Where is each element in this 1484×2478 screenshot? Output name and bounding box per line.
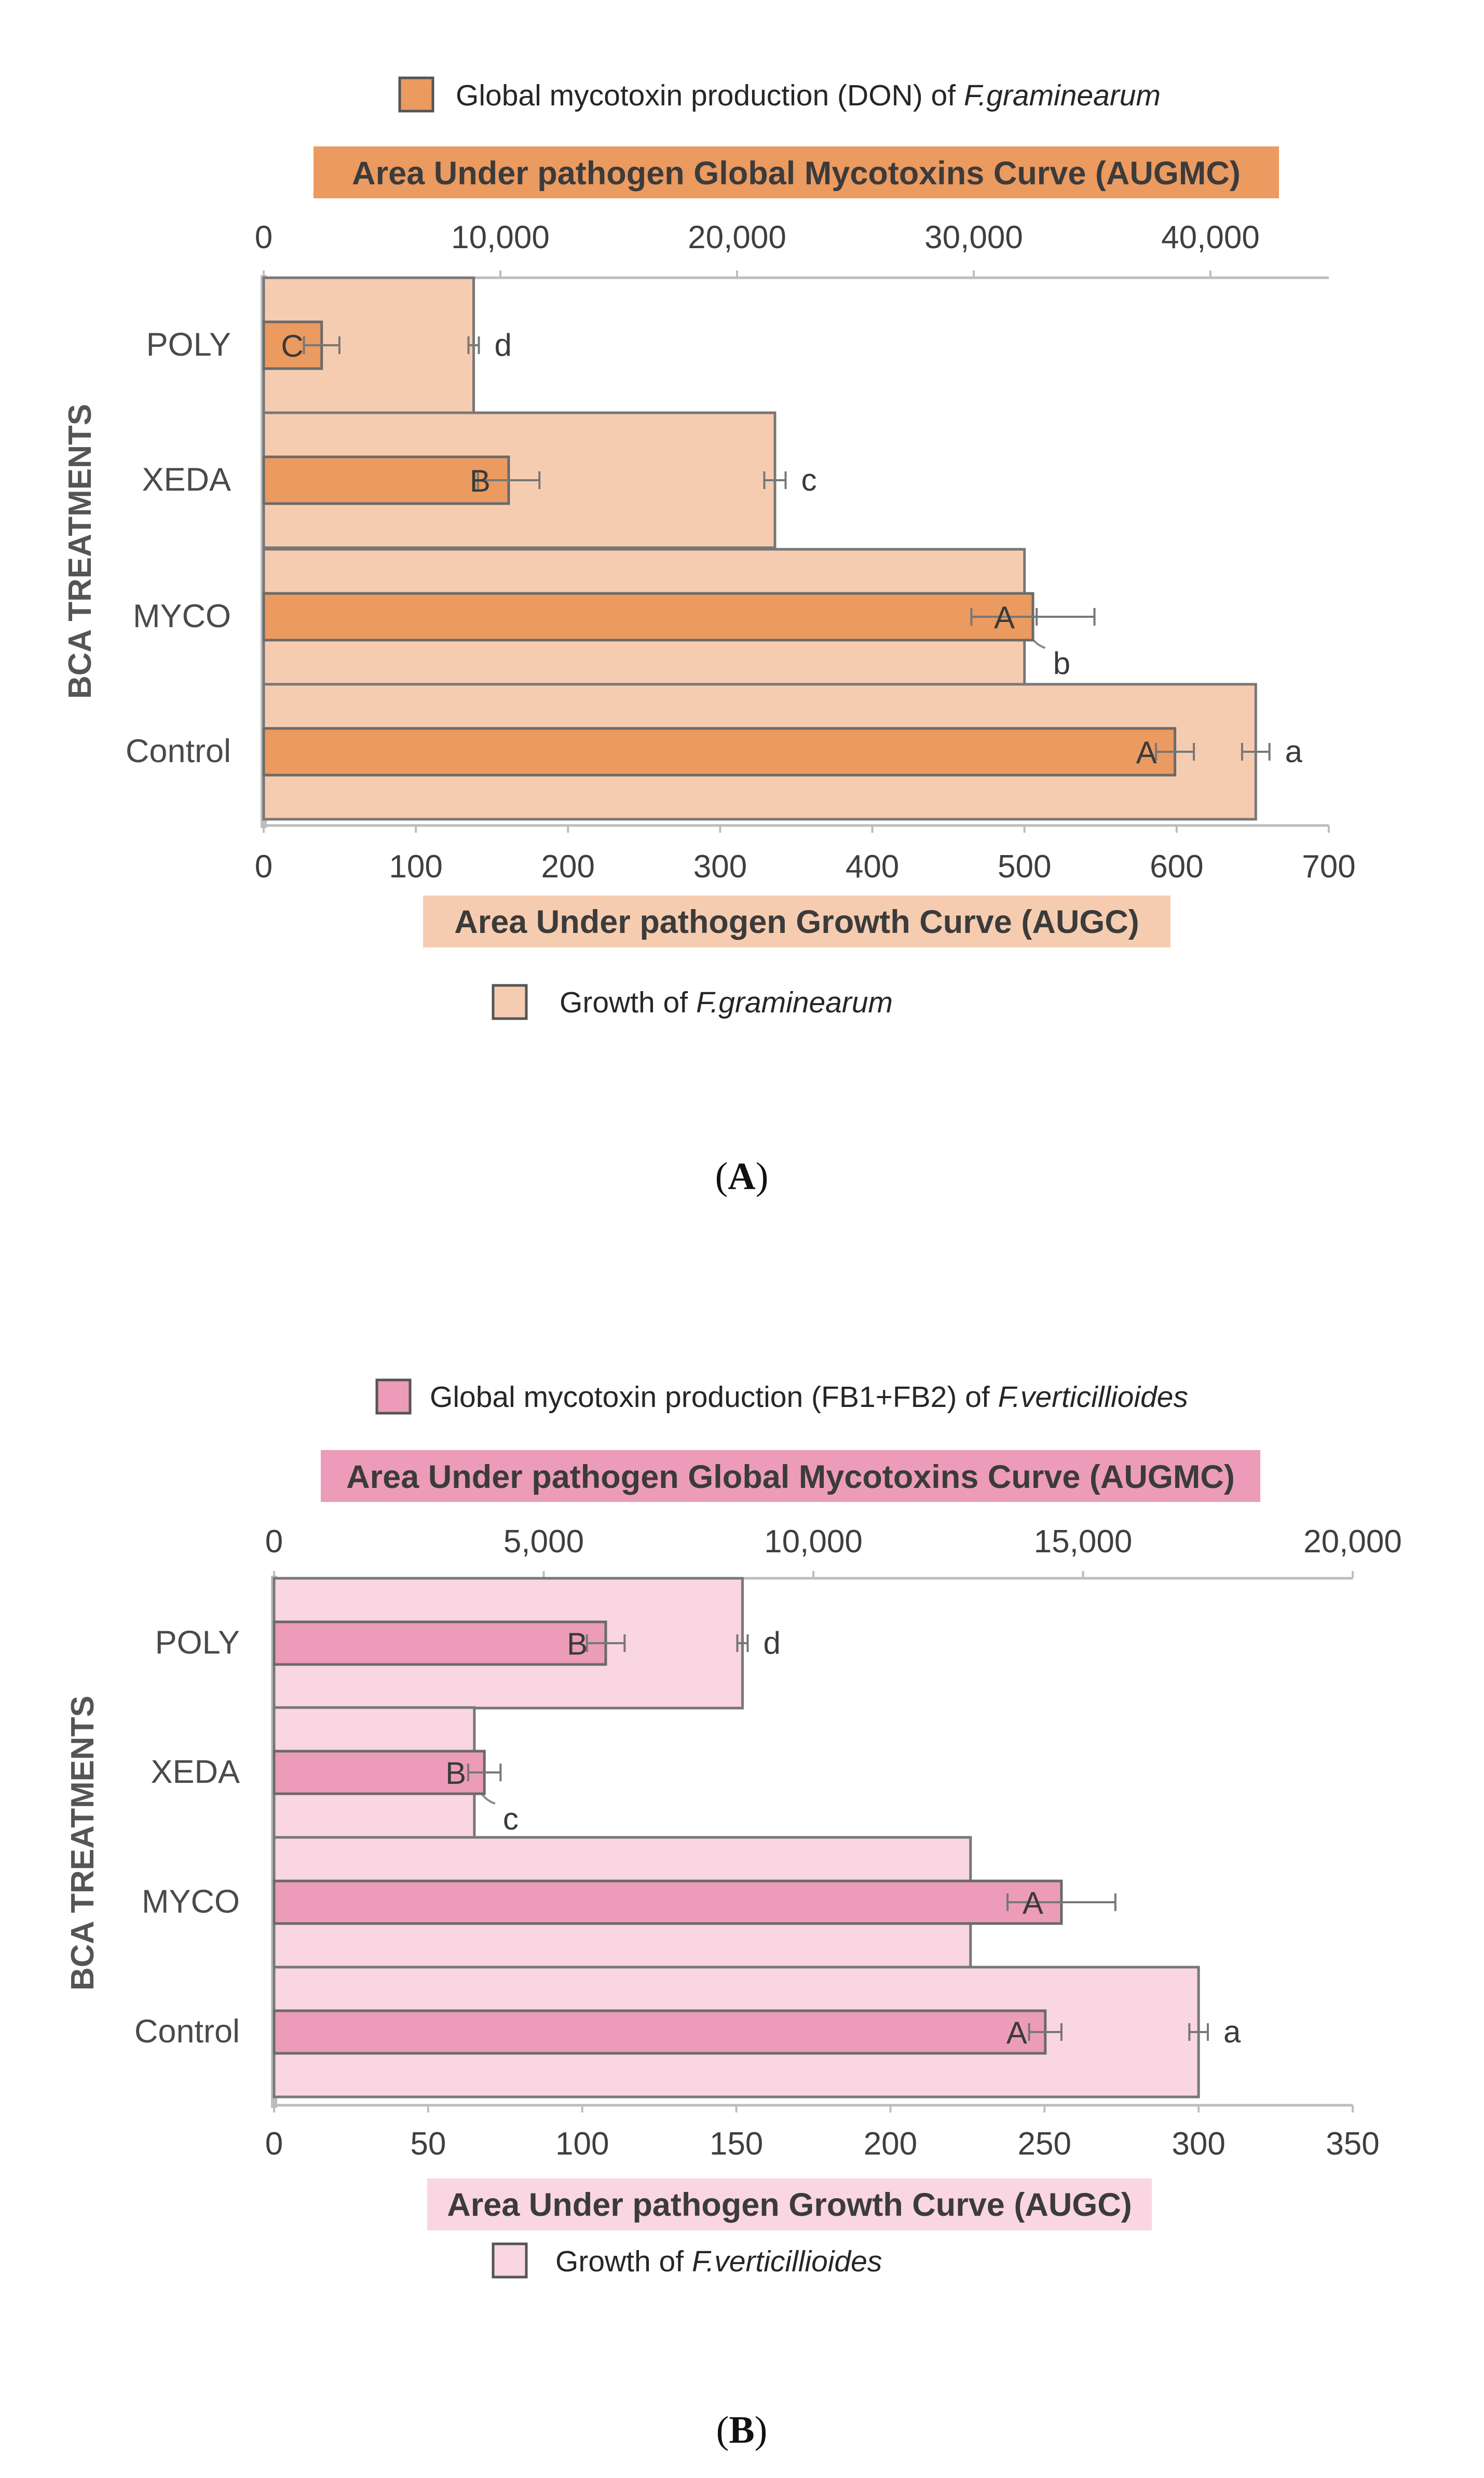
bottom-tick-label: 150 [710, 2126, 763, 2162]
top-ticks: 0 5,000 10,000 15,000 20,000 [265, 1524, 1402, 1578]
mycotoxin-significance-letter: A [1023, 1886, 1043, 1920]
bottom-tick-label: 600 [1150, 849, 1203, 885]
bottom-axis-title-band [427, 2178, 1152, 2230]
legend-mycotoxin-label: Global mycotoxin production (DON) of F.g… [456, 79, 1161, 112]
mycotoxin-bar [273, 1750, 486, 1795]
bottom-tick-label: 200 [864, 2126, 917, 2162]
legend-growth-a: Growth of F.graminearum [492, 984, 893, 1020]
legend-swatch-mycotoxin [375, 1378, 412, 1415]
top-axis-title-band [314, 146, 1279, 198]
legend-mycotoxin-b: Global mycotoxin production (FB1+FB2) of… [375, 1378, 1188, 1415]
growth-significance-letter: b [1053, 646, 1070, 681]
mycotoxin-significance-letter: A [1006, 2015, 1027, 2050]
mycotoxin-significance-letter: A [1136, 735, 1157, 770]
category-label: Control [126, 733, 231, 769]
mycotoxin-significance-letter: B [567, 1627, 588, 1661]
legend-growth-label: Growth of F.verticillioides [555, 2245, 882, 2278]
mycotoxin-bars: C B A A [262, 320, 1195, 777]
legend-swatch-mycotoxin [398, 76, 434, 113]
top-axis-title: Area Under pathogen Global Mycotoxins Cu… [352, 155, 1241, 192]
bottom-tick-label: 0 [255, 849, 273, 885]
bottom-axis-title: Area Under pathogen Growth Curve (AUGC) [454, 904, 1139, 940]
mycotoxin-bar [262, 455, 510, 505]
category-label: POLY [155, 1624, 240, 1661]
top-ticks: 0 10,000 20,000 30,000 40,000 [255, 220, 1260, 278]
category-label: XEDA [142, 462, 231, 498]
panel-b: Global mycotoxin production (FB1+FB2) of… [65, 1378, 1402, 2452]
bottom-axis-title-band [423, 896, 1170, 947]
category-label: XEDA [151, 1754, 240, 1790]
top-tick-label: 10,000 [451, 220, 550, 255]
panel-label-a: (A) [715, 1155, 769, 1198]
category-label: MYCO [133, 598, 231, 634]
top-axis-title: Area Under pathogen Global Mycotoxins Cu… [346, 1459, 1235, 1495]
category-label: MYCO [142, 1884, 240, 1920]
bottom-tick-label: 200 [541, 849, 595, 885]
bottom-tick-label: 300 [1172, 2126, 1225, 2162]
top-tick-label: 30,000 [924, 220, 1023, 255]
mycotoxin-bar [273, 1879, 1063, 1925]
mycotoxin-significance-letter: B [470, 464, 491, 498]
top-tick-label: 0 [265, 1524, 283, 1560]
bottom-ticks: 0 50 100 150 200 250 300 350 [265, 2105, 1380, 2162]
mycotoxin-significance-letter: A [994, 600, 1015, 635]
legend-growth-b: Growth of F.verticillioides [492, 2242, 882, 2279]
category-labels: POLY XEDA MYCO Control [126, 327, 231, 769]
bottom-axis-title: Area Under pathogen Growth Curve (AUGC) [447, 2187, 1132, 2223]
legend-mycotoxin-label: Global mycotoxin production (FB1+FB2) of… [430, 1380, 1188, 1414]
top-tick-label: 15,000 [1034, 1524, 1133, 1560]
top-tick-label: 20,000 [688, 220, 786, 255]
top-tick-label: 5,000 [503, 1524, 584, 1560]
growth-significance-letter: c [801, 463, 816, 497]
bottom-tick-label: 0 [265, 2126, 283, 2162]
bottom-tick-label: 300 [693, 849, 747, 885]
bottom-tick-label: 400 [846, 849, 899, 885]
legend-growth-label: Growth of F.graminearum [560, 986, 893, 1019]
category-labels: POLY XEDA MYCO Control [134, 1624, 240, 2050]
panel-a: Global mycotoxin production (DON) of F.g… [62, 76, 1356, 1198]
growth-significance-letter: d [495, 328, 512, 362]
legend-swatch-growth [492, 2242, 528, 2279]
mycotoxin-significance-letter: C [281, 329, 303, 363]
mycotoxin-bar [262, 592, 1034, 642]
mycotoxin-significance-letter: B [445, 1756, 466, 1791]
bottom-tick-label: 100 [555, 2126, 609, 2162]
top-tick-label: 10,000 [764, 1524, 863, 1560]
top-tick-label: 20,000 [1303, 1524, 1402, 1560]
y-axis-title: BCA TREATMENTS [62, 404, 98, 699]
growth-significance-letter: a [1223, 2014, 1241, 2049]
category-label: POLY [146, 327, 231, 363]
bottom-tick-label: 350 [1326, 2126, 1379, 2162]
bottom-tick-label: 700 [1302, 849, 1355, 885]
bottom-ticks: 0 100 200 300 400 500 600 700 [255, 825, 1356, 885]
bottom-tick-label: 250 [1018, 2126, 1071, 2162]
mycotoxin-bars: B B A A [273, 1620, 1117, 2055]
legend-mycotoxin-a: Global mycotoxin production (DON) of F.g… [398, 76, 1161, 113]
growth-significance-letter: c [503, 1802, 519, 1836]
panel-label-b: (B) [716, 2409, 768, 2452]
category-label: Control [134, 2013, 240, 2050]
bottom-tick-label: 100 [389, 849, 442, 885]
growth-significance-letter: a [1285, 734, 1303, 769]
mycotoxin-bar [273, 2009, 1047, 2055]
top-tick-label: 0 [255, 220, 273, 255]
growth-significance-letter: d [763, 1626, 780, 1660]
mycotoxin-bar [262, 727, 1177, 777]
bottom-tick-label: 500 [998, 849, 1051, 885]
legend-swatch-growth [492, 984, 528, 1020]
mycotoxin-bar [273, 1620, 607, 1666]
bottom-tick-label: 50 [410, 2126, 446, 2162]
top-tick-label: 40,000 [1161, 220, 1260, 255]
top-axis-title-band [321, 1450, 1260, 1502]
y-axis-title: BCA TREATMENTS [65, 1696, 101, 1990]
